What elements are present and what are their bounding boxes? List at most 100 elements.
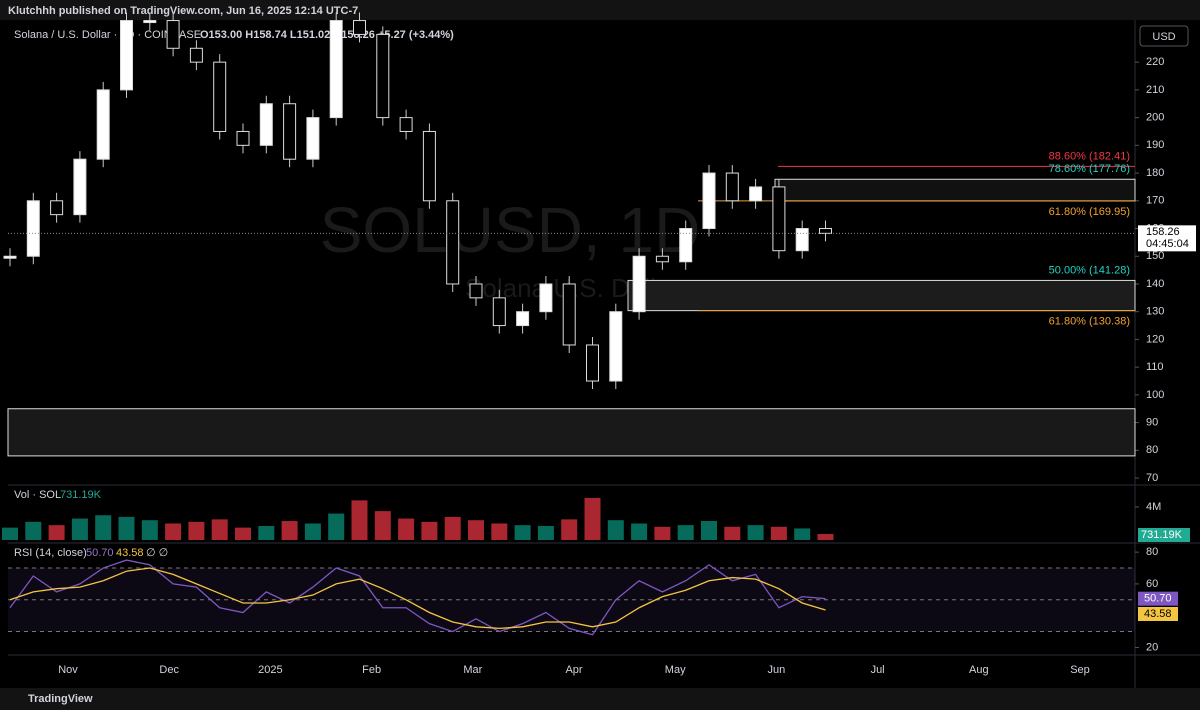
candle [399, 117, 413, 132]
y-tick-label: 100 [1146, 389, 1164, 401]
candle [469, 283, 483, 299]
legend-title: Solana / U.S. Dollar · 1D · COINBASE [14, 29, 201, 41]
candle [166, 20, 180, 49]
candle [73, 158, 87, 216]
rsi-line [9, 559, 826, 636]
countdown: 04:45:04 [1146, 238, 1189, 250]
y-tick-label: 90 [1146, 417, 1158, 429]
volume-bar [701, 521, 717, 540]
x-tick-label: 2025 [258, 664, 282, 676]
volume-bar [794, 528, 811, 540]
currency[interactable]: USD [1152, 31, 1175, 43]
candle [283, 103, 297, 160]
candle [96, 89, 110, 160]
last-price: 158.26 [1146, 226, 1180, 238]
candle [819, 228, 832, 234]
fib-label: 50.00% (141.28) [1049, 264, 1130, 276]
y-tick-label: 180 [1146, 167, 1164, 179]
volume-bar [724, 526, 741, 540]
y-tick-label: 80 [1146, 444, 1158, 456]
x-tick-label: May [665, 664, 686, 676]
x-tick-label: Aug [969, 664, 989, 676]
candle [189, 47, 203, 63]
rsi-ma-value: 43.58 [116, 547, 144, 559]
brand: TradingView [28, 693, 93, 705]
volume-bar [304, 523, 321, 540]
rsi-ma-line [9, 567, 826, 630]
y-tick-label: 190 [1146, 139, 1164, 151]
zone [7, 408, 1136, 457]
watermark: SOLUSD, 1D [320, 194, 701, 266]
volume-bar [258, 525, 275, 540]
rsi-ma-label: 43.58 [1144, 608, 1172, 620]
candle [516, 311, 530, 327]
volume-bar [514, 525, 531, 540]
candle [50, 200, 64, 216]
x-tick-label: Jun [768, 664, 786, 676]
candle [353, 20, 366, 35]
candle [702, 172, 716, 230]
vol-last-box [1138, 528, 1190, 542]
volume-bar [654, 526, 671, 540]
y-tick-label: 200 [1146, 112, 1164, 124]
publisher: Klutchhh published on TradingView.com, J… [8, 5, 358, 17]
y-tick-label: 170 [1146, 195, 1164, 207]
volume-bar [468, 520, 484, 540]
volume-bar [71, 518, 88, 540]
candle [306, 117, 320, 160]
fib-label: 61.80% (130.38) [1049, 316, 1130, 328]
x-tick-label: Mar [463, 664, 482, 676]
volume-bar [817, 533, 834, 540]
volume-bar [328, 513, 345, 540]
volume-bar [235, 527, 251, 540]
vol-tick-label: 4M [1146, 501, 1161, 513]
y-tick-label: 150 [1146, 250, 1164, 262]
x-tick-label: Nov [58, 664, 78, 676]
candle [446, 200, 460, 285]
fib-label: 61.80% (169.95) [1049, 206, 1130, 218]
volume-bar [631, 523, 648, 540]
rsi-ma-box [1138, 606, 1178, 621]
candle [772, 186, 786, 252]
candle [329, 20, 343, 119]
fib-box [774, 178, 1136, 202]
ohlc: O153.00 H158.74 L151.02 C158.26 +5.27 (+… [200, 29, 454, 41]
volume-bar [118, 516, 135, 540]
volume-bar [2, 527, 18, 540]
candle [655, 255, 669, 263]
volume-bar [677, 525, 694, 540]
volume-bar [561, 519, 578, 540]
candle [422, 130, 436, 202]
rsi-tick-label: 80 [1146, 546, 1158, 558]
volume-bar [607, 520, 624, 540]
y-tick-label: 140 [1146, 278, 1164, 290]
candle [586, 344, 599, 382]
x-tick-label: Feb [362, 664, 381, 676]
volume-bar [770, 526, 787, 540]
currency-box[interactable] [1139, 25, 1189, 47]
y-tick-label: 110 [1146, 361, 1164, 373]
vol-value: 731.19K [60, 489, 102, 501]
x-tick-label: Apr [565, 664, 582, 676]
volume-bar [537, 525, 554, 540]
y-tick-label: 120 [1146, 333, 1164, 345]
volume-bar [398, 518, 415, 540]
volume-bar [95, 515, 112, 540]
rsi-tick-label: 20 [1146, 641, 1158, 653]
volume-bar [165, 523, 182, 540]
volume-bar [188, 521, 205, 540]
y-tick-label: 220 [1146, 56, 1164, 68]
volume-bar [584, 497, 601, 540]
volume-bar [141, 520, 158, 540]
y-tick-label: 130 [1146, 306, 1164, 318]
volume-bar [25, 521, 42, 540]
x-tick-label: Sep [1070, 664, 1090, 676]
volume-bar [281, 521, 298, 540]
fib-label: 78.60% (177.76) [1049, 163, 1130, 175]
y-tick-label: 210 [1146, 84, 1164, 96]
volume-bar [211, 519, 228, 540]
vol-title: Vol · SOL [14, 489, 61, 501]
volume-bar [444, 516, 461, 540]
candle [26, 200, 40, 257]
vol-last: 731.19K [1141, 529, 1183, 541]
